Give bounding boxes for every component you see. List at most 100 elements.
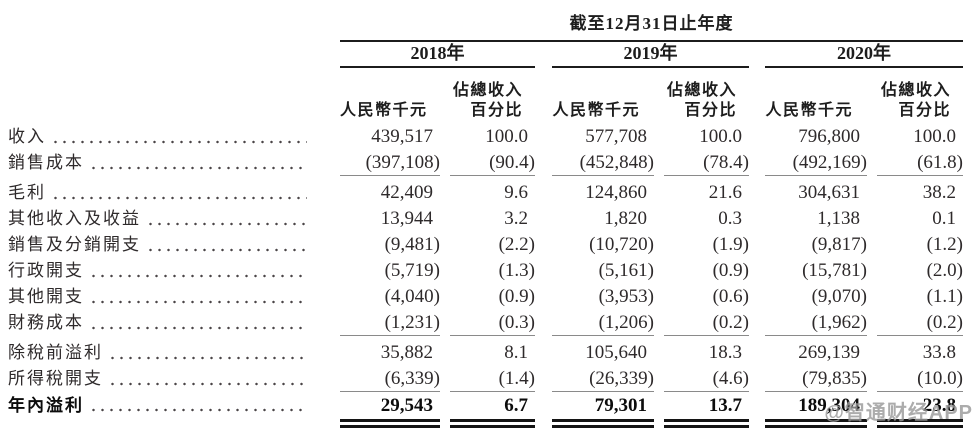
- row-label-cell: 銷售及分銷開支: [8, 232, 340, 258]
- row-label-cell: 收入: [8, 124, 340, 150]
- dot-leader: [108, 340, 307, 366]
- amount-cell: 189,304: [798, 395, 860, 416]
- dot-leader: [89, 284, 307, 310]
- pct-cell: (2.0): [926, 260, 963, 281]
- dot-leader: [89, 258, 307, 284]
- dot-leader: [89, 150, 307, 176]
- table-row: 行政開支 (5,719) (1.3) (5,161) (0.9) (15,781) (2.0…: [8, 258, 963, 284]
- table-row: 年內溢利 29,543 6.7 79,301 13.7 189,304 23.8: [8, 396, 963, 418]
- pct-cell: 100.0: [485, 126, 528, 147]
- pct-cell: 100.0: [913, 126, 956, 147]
- amount-cell: (5,161): [598, 260, 654, 281]
- amount-cell: (1,231): [340, 310, 440, 336]
- pct-cell: 38.2: [922, 182, 956, 203]
- pct-cell: (1.9): [712, 234, 749, 255]
- row-label: 銷售及分銷開支: [8, 235, 141, 254]
- double-underline-rule: [450, 419, 535, 428]
- row-label-cell: 毛利: [8, 180, 340, 206]
- pct-cell: 23.8: [922, 395, 956, 416]
- income-statement-table: 截至12月31日止年度 2018年 2019年 2020年 人民幣千元 佔總收入…: [8, 14, 963, 429]
- pct-header-line1: 佔總收入: [666, 82, 737, 99]
- table-row: 銷售成本 (397,108) (90.4) (452,848) (78.4) (492,1…: [8, 150, 963, 176]
- amount-cell: (492,169): [765, 150, 867, 176]
- pct-cell: (0.9): [712, 260, 749, 281]
- amount-cell: (4,040): [384, 286, 440, 307]
- amount-unit-header-2020: 人民幣千元: [765, 102, 853, 119]
- amount-cell: (9,481): [384, 234, 440, 255]
- amount-cell: 577,708: [585, 126, 647, 147]
- amount-cell: 124,860: [585, 182, 647, 203]
- pct-cell: 0.3: [718, 208, 742, 229]
- row-label-cell: 所得稅開支: [8, 366, 340, 392]
- double-underline-rule: [765, 419, 867, 428]
- amount-cell: (1,206): [552, 310, 654, 336]
- dot-leader: [108, 366, 307, 392]
- pct-cell: 100.0: [699, 126, 742, 147]
- period-underline-rule: [340, 34, 963, 42]
- pct-header-line2: 百分比: [470, 102, 523, 119]
- double-underline-rule: [340, 419, 440, 428]
- pct-header-line1: 佔總收入: [452, 82, 523, 99]
- table-row: 其他收入及收益 13,944 3.2 1,820 0.3 1,138 0.1: [8, 206, 963, 232]
- pct-cell: (2.2): [498, 234, 535, 255]
- amount-unit-header-2019: 人民幣千元: [552, 102, 640, 119]
- amount-cell: (5,719): [384, 260, 440, 281]
- row-label: 所得稅開支: [8, 369, 103, 388]
- pct-cell: 0.1: [932, 208, 956, 229]
- amount-cell: 439,517: [371, 126, 433, 147]
- amount-cell: (10,720): [589, 234, 654, 255]
- dot-leader: [146, 206, 307, 232]
- row-label: 財務成本: [8, 313, 84, 332]
- amount-cell: (397,108): [340, 150, 440, 176]
- pct-header-line2: 百分比: [684, 102, 737, 119]
- dot-leader: [89, 310, 307, 336]
- pct-cell: 9.6: [504, 182, 528, 203]
- pct-cell: (10.0): [877, 366, 963, 392]
- amount-cell: 269,139: [798, 342, 860, 363]
- period-header-row: 截至12月31日止年度: [8, 14, 963, 34]
- table-row: 財務成本 (1,231) (0.3) (1,206) (0.2) (1,962) (0.2): [8, 310, 963, 336]
- table-row: 銷售及分銷開支 (9,481) (2.2) (10,720) (1.9) (9,817) (…: [8, 232, 963, 258]
- pct-cell: (1.3): [498, 260, 535, 281]
- pct-cell: (4.6): [664, 366, 749, 392]
- pct-cell: (0.6): [712, 286, 749, 307]
- pct-header-line2: 百分比: [898, 102, 951, 119]
- pct-header-2020: 佔總收入 百分比: [877, 81, 963, 124]
- double-underline-rule: [664, 419, 749, 428]
- amount-cell: (3,953): [598, 286, 654, 307]
- amount-cell: 1,138: [817, 208, 860, 229]
- table-row: 其他開支 (4,040) (0.9) (3,953) (0.6) (9,070) (1.1): [8, 284, 963, 310]
- pct-header-2018: 佔總收入 百分比: [450, 81, 535, 124]
- row-label: 其他開支: [8, 287, 84, 306]
- row-label-cell: 年內溢利: [8, 396, 340, 418]
- pct-cell: (1.4): [450, 366, 535, 392]
- dot-leader: [51, 124, 307, 150]
- amount-cell: 79,301: [594, 395, 647, 416]
- pct-cell: (0.2): [664, 310, 749, 336]
- year-header-row: 2018年 2019年 2020年: [8, 42, 963, 68]
- row-label-cell: 銷售成本: [8, 150, 340, 176]
- row-label-cell: 其他收入及收益: [8, 206, 340, 232]
- amount-cell: 42,409: [380, 182, 433, 203]
- amount-cell: 35,882: [380, 342, 433, 363]
- row-label-cell: 行政開支: [8, 258, 340, 284]
- double-underline-rule: [877, 419, 963, 428]
- year-header-2019: 2019年: [552, 42, 749, 68]
- row-label: 收入: [8, 127, 46, 146]
- pct-cell: (0.3): [450, 310, 535, 336]
- amount-cell: (15,781): [802, 260, 867, 281]
- pct-cell: (0.2): [877, 310, 963, 336]
- amount-cell: (1,962): [765, 310, 867, 336]
- pct-header-line1: 佔總收入: [880, 82, 951, 99]
- double-rule-row: [8, 419, 963, 429]
- pct-cell: (1.1): [926, 286, 963, 307]
- pct-cell: 18.3: [708, 342, 742, 363]
- row-label: 銷售成本: [8, 153, 84, 172]
- amount-unit-header-2018: 人民幣千元: [340, 102, 428, 119]
- row-label: 其他收入及收益: [8, 209, 141, 228]
- double-underline-rule: [552, 419, 654, 428]
- pct-header-2019: 佔總收入 百分比: [664, 81, 749, 124]
- row-label-cell: 財務成本: [8, 310, 340, 336]
- table-row: 毛利 42,409 9.6 124,860 21.6 304,631 38.2: [8, 180, 963, 206]
